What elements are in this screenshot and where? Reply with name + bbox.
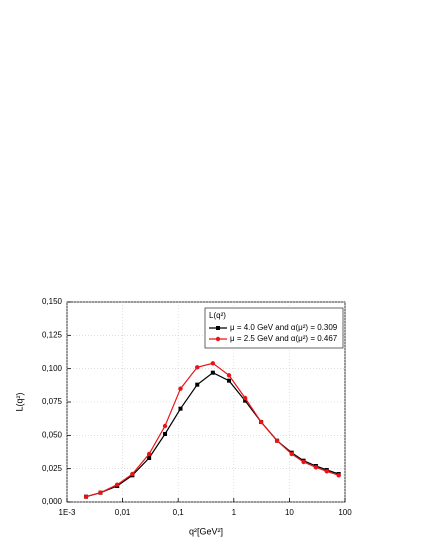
marker [147, 456, 152, 460]
marker [162, 423, 168, 429]
legend-label: μ = 2.5 GeV and α(μ²) = 0.467 [230, 334, 338, 343]
marker [242, 395, 248, 401]
y-tick-label: 0,100 [42, 364, 63, 373]
marker [313, 465, 319, 470]
x-tick-label: 0,1 [173, 508, 185, 517]
marker [226, 373, 232, 378]
y-axis-label: L(q²) [14, 392, 24, 411]
marker [227, 378, 232, 383]
x-axis-label: q²[GeV²] [189, 526, 223, 536]
marker [130, 471, 135, 477]
marker [178, 406, 183, 411]
marker [274, 438, 280, 443]
y-tick-label: 0,000 [42, 497, 63, 506]
marker [243, 398, 248, 403]
marker [146, 451, 152, 457]
y-tick-label: 0,125 [42, 330, 63, 339]
marker [98, 490, 103, 495]
y-tick-label: 0,075 [42, 397, 63, 406]
x-tick-label: 100 [338, 508, 352, 517]
y-tick-label: 0,050 [42, 430, 63, 439]
marker [258, 419, 264, 425]
x-tick-label: 1E-3 [59, 508, 76, 517]
marker [210, 361, 216, 366]
legend-label: μ = 4.0 GeV and α(μ²) = 0.309 [230, 323, 338, 332]
marker [163, 432, 168, 436]
legend-marker [215, 336, 221, 342]
marker [289, 451, 294, 457]
series-line [85, 362, 339, 498]
legend-box [204, 307, 344, 349]
marker [195, 365, 200, 370]
x-tick-label: 10 [285, 508, 294, 517]
x-tick-label: 1 [232, 508, 237, 517]
marker [324, 469, 329, 474]
marker [178, 386, 183, 391]
marker [115, 482, 120, 487]
marker [195, 382, 200, 387]
marker [336, 473, 341, 478]
legend-marker [216, 326, 220, 330]
y-tick-label: 0,025 [42, 464, 63, 473]
marker [210, 370, 215, 375]
series-line [85, 371, 339, 498]
y-tick-label: 0,150 [42, 297, 63, 306]
legend-title: L(q²) [209, 311, 226, 320]
x-tick-label: 0,01 [115, 508, 131, 517]
marker [301, 459, 306, 465]
marker [83, 494, 89, 499]
